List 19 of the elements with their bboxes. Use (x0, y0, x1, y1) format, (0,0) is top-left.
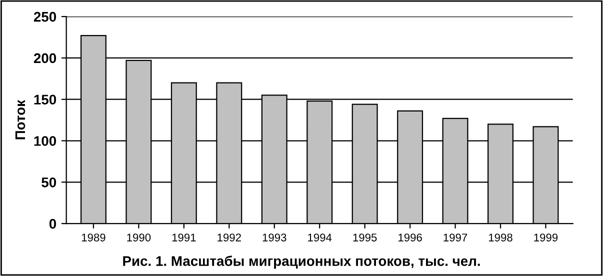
y-tick-label: 250 (34, 12, 56, 22)
x-tick-label: 1989 (82, 234, 106, 242)
y-tick-label: 200 (34, 53, 56, 64)
x-tick-label: 1990 (127, 234, 151, 242)
x-tick-label: 1998 (488, 234, 512, 242)
x-tick-label: 1994 (308, 234, 332, 242)
x-tick-label: 1995 (353, 234, 377, 242)
y-tick-label: 100 (34, 136, 56, 146)
x-tick-label: 1992 (218, 234, 241, 242)
text: Рис. 1. Масштабы миграционных потоков, тыс. чел. (123, 256, 480, 269)
y-axis-title: Поток (15, 100, 26, 140)
y-tick-label: 0 (49, 218, 56, 229)
x-tick-label: 1996 (398, 234, 422, 242)
x-tick-label: 1997 (444, 234, 468, 242)
x-tick-label: 1993 (262, 234, 286, 242)
x-tick-label: 1999 (534, 234, 558, 242)
y-tick-label: 150 (34, 94, 56, 105)
x-tick-label: 1991 (172, 234, 196, 242)
y-tick-label: 50 (42, 177, 56, 188)
